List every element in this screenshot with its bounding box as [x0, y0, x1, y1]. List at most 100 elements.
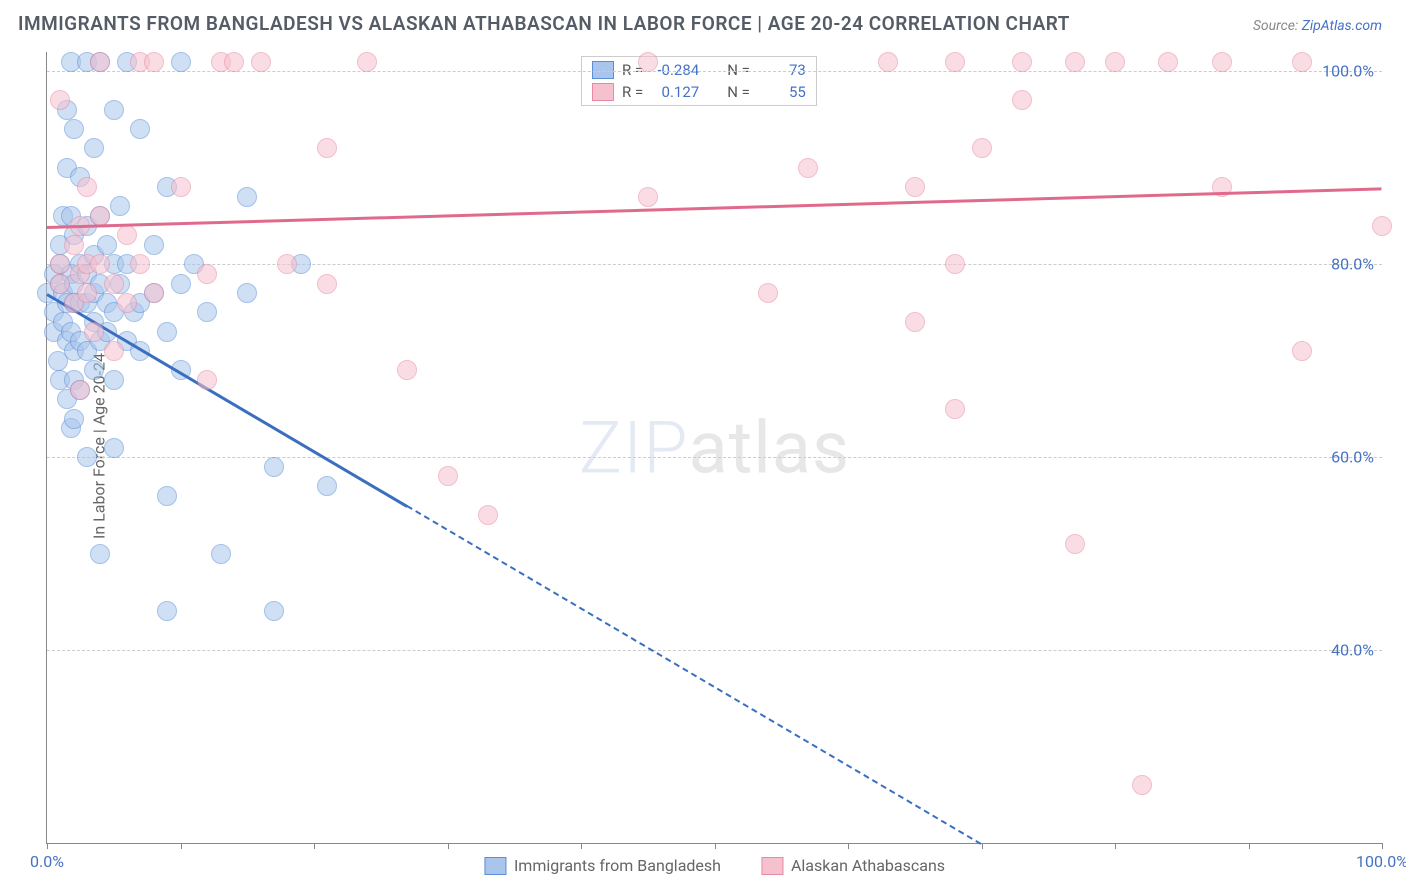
data-point — [317, 476, 337, 496]
data-point — [171, 177, 191, 197]
data-point — [90, 52, 110, 72]
x-tick-label: 100.0% — [1356, 852, 1406, 871]
legend-N-label: N = — [727, 61, 750, 79]
data-point — [1292, 341, 1312, 361]
data-point — [905, 312, 925, 332]
data-point — [171, 274, 191, 294]
data-point — [224, 52, 244, 72]
data-point — [50, 90, 70, 110]
x-tick — [47, 843, 48, 849]
data-point — [130, 119, 150, 139]
gridline — [47, 264, 1382, 265]
legend-swatch — [592, 61, 614, 79]
data-point — [97, 235, 117, 255]
x-tick — [181, 843, 182, 849]
x-tick — [314, 843, 315, 849]
y-tick-label: 60.0% — [1331, 448, 1374, 467]
data-point — [171, 52, 191, 72]
source-attribution: Source: ZipAtlas.com — [1253, 18, 1382, 34]
data-point — [638, 52, 658, 72]
data-point — [197, 370, 217, 390]
data-point — [478, 505, 498, 525]
legend-swatch — [484, 857, 506, 875]
data-point — [1212, 52, 1232, 72]
data-point — [1065, 534, 1085, 554]
data-point — [90, 254, 110, 274]
data-point — [211, 544, 231, 564]
data-point — [104, 341, 124, 361]
legend-R-label: R = — [622, 83, 643, 101]
data-point — [144, 52, 164, 72]
legend-swatch — [761, 857, 783, 875]
data-point — [157, 322, 177, 342]
data-point — [1105, 52, 1125, 72]
data-point — [84, 322, 104, 342]
gridline — [47, 457, 1382, 458]
data-point — [77, 283, 97, 303]
watermark-atlas: atlas — [689, 405, 851, 490]
data-point — [70, 380, 90, 400]
data-point — [1292, 52, 1312, 72]
x-tick — [1249, 843, 1250, 849]
series-legend-item: Alaskan Athabascans — [761, 856, 945, 875]
data-point — [104, 274, 124, 294]
data-point — [277, 254, 297, 274]
legend-R-value: 0.127 — [651, 83, 699, 101]
y-tick-label: 80.0% — [1331, 255, 1374, 274]
gridline — [47, 71, 1382, 72]
data-point — [64, 119, 84, 139]
data-point — [77, 177, 97, 197]
x-tick-label: 0.0% — [30, 852, 64, 871]
series-legend-label: Alaskan Athabascans — [791, 856, 945, 875]
data-point — [104, 100, 124, 120]
source-link[interactable]: ZipAtlas.com — [1302, 18, 1382, 34]
trend-line — [407, 505, 982, 844]
legend-N-label: N = — [727, 83, 750, 101]
chart-title: IMMIGRANTS FROM BANGLADESH VS ALASKAN AT… — [18, 12, 1070, 35]
data-point — [144, 283, 164, 303]
data-point — [144, 235, 164, 255]
data-point — [104, 370, 124, 390]
data-point — [972, 138, 992, 158]
data-point — [77, 447, 97, 467]
x-tick — [715, 843, 716, 849]
data-point — [758, 283, 778, 303]
legend-row: R = 0.127 N = 55 — [582, 81, 816, 103]
series-legend: Immigrants from Bangladesh Alaskan Athaba… — [484, 856, 945, 875]
legend-row: R =-0.284N =73 — [582, 59, 816, 81]
gridline — [47, 650, 1382, 651]
legend-N-value: 73 — [758, 61, 806, 79]
data-point — [90, 544, 110, 564]
series-legend-label: Immigrants from Bangladesh — [514, 856, 721, 875]
data-point — [237, 187, 257, 207]
legend-swatch — [592, 83, 614, 101]
data-point — [1158, 52, 1178, 72]
x-tick — [982, 843, 983, 849]
y-tick-label: 40.0% — [1331, 641, 1374, 660]
data-point — [264, 457, 284, 477]
data-point — [317, 274, 337, 294]
data-point — [197, 302, 217, 322]
data-point — [104, 438, 124, 458]
plot-area: ZIPatlas R =-0.284N =73R =0.127N =55 Imm… — [46, 52, 1382, 844]
x-tick — [1382, 843, 1383, 849]
data-point — [357, 52, 377, 72]
data-point — [50, 254, 70, 274]
data-point — [64, 409, 84, 429]
data-point — [90, 206, 110, 226]
data-point — [110, 196, 130, 216]
source-prefix: Source: — [1253, 18, 1302, 34]
y-tick-label: 100.0% — [1322, 62, 1374, 81]
data-point — [1065, 52, 1085, 72]
data-point — [157, 601, 177, 621]
legend-R-value: -0.284 — [651, 61, 699, 79]
data-point — [397, 360, 417, 380]
x-tick — [448, 843, 449, 849]
legend-N-value: 55 — [758, 83, 806, 101]
data-point — [197, 264, 217, 284]
series-legend-item: Immigrants from Bangladesh — [484, 856, 721, 875]
data-point — [905, 177, 925, 197]
watermark-zip: ZIP — [579, 405, 689, 490]
data-point — [1012, 52, 1032, 72]
data-point — [84, 138, 104, 158]
